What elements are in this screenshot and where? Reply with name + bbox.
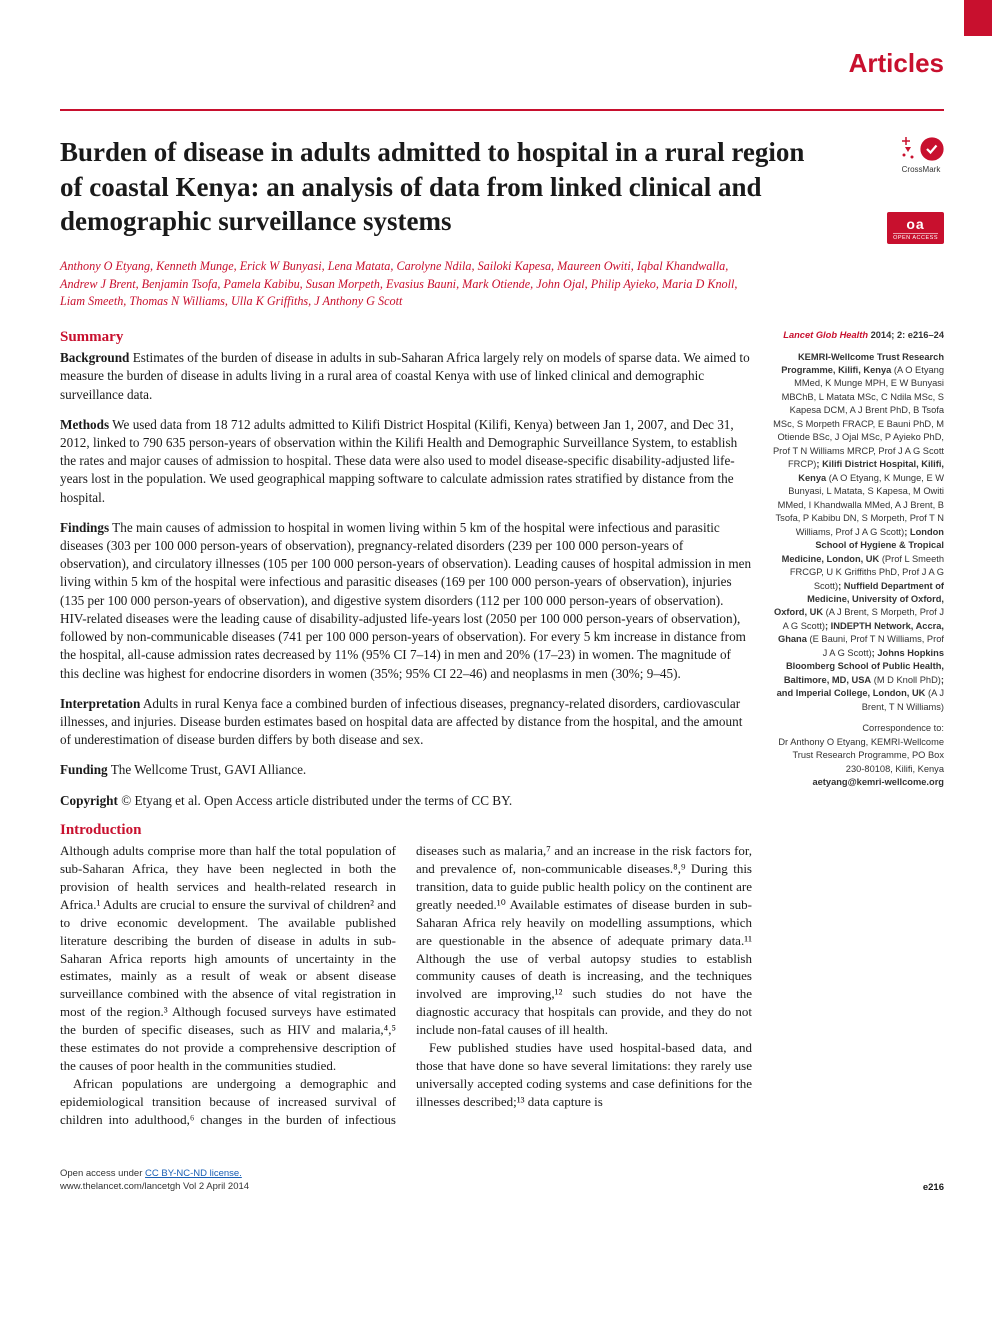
abs-label-copyright: Copyright: [60, 793, 118, 808]
sidebar-correspondence: Correspondence to: Dr Anthony O Etyang, …: [772, 722, 944, 789]
abs-text-findings: The main causes of admission to hospital…: [60, 520, 751, 681]
title-row: Burden of disease in adults admitted to …: [60, 135, 944, 244]
sidebar-year-vol: 2014; 2: e216–24: [868, 330, 944, 340]
top-accent-red: [964, 0, 992, 36]
top-accent-bar: [0, 0, 992, 8]
open-access-badge[interactable]: oa OPEN ACCESS: [887, 212, 944, 244]
abs-label-funding: Funding: [60, 762, 108, 777]
abs-label-background: Background: [60, 350, 129, 365]
introduction-heading: Introduction: [60, 822, 752, 839]
abs-label-findings: Findings: [60, 520, 109, 535]
abstract-funding: Funding The Wellcome Trust, GAVI Allianc…: [60, 761, 752, 779]
cc-license-link[interactable]: CC BY-NC-ND license.: [145, 1168, 242, 1179]
abstract-interpretation: Interpretation Adults in rural Kenya fac…: [60, 695, 752, 750]
oa-text: oa: [906, 216, 924, 232]
sidebar-affiliations: KEMRI-Wellcome Trust Research Programme,…: [772, 351, 944, 715]
body-two-columns: Although adults comprise more than half …: [60, 842, 752, 1129]
author-list: Anthony O Etyang, Kenneth Munge, Erick W…: [60, 258, 760, 311]
abs-text-background: Estimates of the burden of disease in ad…: [60, 350, 750, 401]
abs-text-funding: The Wellcome Trust, GAVI Alliance.: [108, 762, 307, 777]
abs-text-interpretation: Adults in rural Kenya face a combined bu…: [60, 696, 742, 747]
sidebar-column: Lancet Glob Health 2014; 2: e216–24 KEMR…: [772, 329, 944, 1129]
abs-label-methods: Methods: [60, 417, 109, 432]
main-column: Summary Background Estimates of the burd…: [60, 329, 752, 1129]
article-title: Burden of disease in adults admitted to …: [60, 135, 824, 239]
sidebar-citation: Lancet Glob Health 2014; 2: e216–24: [772, 329, 944, 342]
crossmark-label: CrossMark: [902, 165, 941, 174]
footer-left: Open access under CC BY-NC-ND license. w…: [60, 1167, 249, 1194]
abstract-copyright: Copyright © Etyang et al. Open Access ar…: [60, 792, 752, 810]
intro-para-3: Few published studies have used hospital…: [416, 1039, 752, 1111]
abstract-background: Background Estimates of the burden of di…: [60, 349, 752, 404]
page-number: e216: [923, 1182, 944, 1193]
corr-label: Correspondence to:: [772, 722, 944, 735]
section-label: Articles: [60, 48, 944, 79]
corr-name: Dr Anthony O Etyang, KEMRI-Wellcome Trus…: [772, 736, 944, 776]
abs-text-methods: We used data from 18 712 adults admitted…: [60, 417, 737, 505]
abs-text-copyright: © Etyang et al. Open Access article dist…: [118, 793, 512, 808]
sidebar-journal: Lancet Glob Health: [783, 330, 868, 340]
page-content: Articles Burden of disease in adults adm…: [0, 8, 992, 1159]
page-footer: Open access under CC BY-NC-ND license. w…: [0, 1159, 992, 1214]
footer-journal-line: www.thelancet.com/lancetgh Vol 2 April 2…: [60, 1180, 249, 1193]
abstract-methods: Methods We used data from 18 712 adults …: [60, 416, 752, 507]
red-divider: [60, 109, 944, 111]
license-prefix: Open access under: [60, 1168, 145, 1179]
abstract-findings: Findings The main causes of admission to…: [60, 519, 752, 683]
corr-email[interactable]: aetyang@kemri-wellcome.org: [772, 776, 944, 789]
badge-column: CrossMark oa OPEN ACCESS: [844, 135, 944, 244]
two-col-layout: Summary Background Estimates of the burd…: [60, 329, 944, 1129]
summary-heading: Summary: [60, 329, 752, 346]
intro-para-1: Although adults comprise more than half …: [60, 842, 396, 1075]
abs-label-interpretation: Interpretation: [60, 696, 140, 711]
crossmark-badge[interactable]: CrossMark: [898, 135, 944, 174]
oa-subtext: OPEN ACCESS: [893, 233, 938, 241]
